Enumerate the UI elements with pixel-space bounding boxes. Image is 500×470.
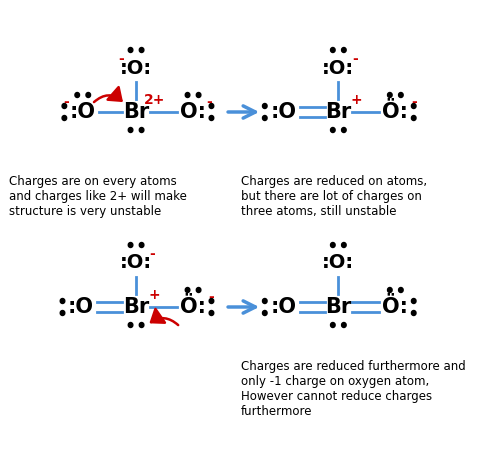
Text: +: + — [351, 93, 362, 107]
Text: -: - — [150, 247, 156, 261]
Circle shape — [330, 47, 335, 53]
Text: -: - — [64, 95, 69, 109]
Text: Charges are on every atoms
and charges like 2+ will make
structure is very unsta: Charges are on every atoms and charges l… — [9, 175, 187, 218]
Text: +: + — [148, 288, 160, 302]
Circle shape — [186, 93, 190, 97]
Circle shape — [262, 116, 267, 120]
Circle shape — [209, 311, 214, 315]
Text: Br: Br — [123, 297, 149, 317]
Circle shape — [128, 127, 133, 133]
Circle shape — [342, 322, 346, 328]
Text: -: - — [206, 95, 212, 109]
Text: :O: :O — [70, 102, 96, 122]
Circle shape — [209, 298, 214, 304]
Circle shape — [342, 127, 346, 133]
Circle shape — [262, 103, 267, 109]
Text: :O:: :O: — [322, 58, 354, 78]
Circle shape — [330, 243, 335, 248]
Circle shape — [140, 322, 144, 328]
Text: -: - — [118, 52, 124, 66]
FancyArrowPatch shape — [151, 309, 178, 325]
Circle shape — [62, 103, 66, 109]
Text: Br: Br — [123, 102, 149, 122]
Text: -: - — [411, 95, 416, 109]
Text: O:: O: — [180, 102, 206, 122]
Circle shape — [196, 288, 201, 292]
Circle shape — [209, 103, 214, 109]
Text: -: - — [352, 52, 358, 66]
Text: Ö:: Ö: — [382, 102, 408, 122]
Circle shape — [412, 103, 416, 109]
Text: :O:: :O: — [322, 253, 354, 273]
Circle shape — [196, 93, 201, 97]
Circle shape — [128, 243, 133, 248]
Circle shape — [86, 93, 90, 97]
Circle shape — [412, 298, 416, 304]
Text: :O:: :O: — [120, 58, 152, 78]
Circle shape — [388, 93, 392, 97]
Circle shape — [330, 322, 335, 328]
Circle shape — [62, 116, 66, 120]
Text: :O: :O — [270, 102, 296, 122]
Circle shape — [128, 322, 133, 328]
Text: Ö:: Ö: — [180, 297, 206, 317]
Text: Ö:: Ö: — [382, 297, 408, 317]
Circle shape — [398, 288, 403, 292]
Circle shape — [330, 127, 335, 133]
Text: Charges are reduced furthermore and
only -1 charge on oxygen atom,
However canno: Charges are reduced furthermore and only… — [241, 360, 466, 418]
Circle shape — [75, 93, 80, 97]
Circle shape — [209, 116, 214, 120]
Text: :O: :O — [270, 297, 296, 317]
Text: Charges are reduced on atoms,
but there are lot of charges on
three atoms, still: Charges are reduced on atoms, but there … — [241, 175, 427, 218]
Text: :O:: :O: — [120, 253, 152, 273]
Circle shape — [412, 311, 416, 315]
Circle shape — [140, 47, 144, 53]
Circle shape — [60, 298, 65, 304]
Circle shape — [128, 47, 133, 53]
Circle shape — [398, 93, 403, 97]
Text: Br: Br — [325, 297, 351, 317]
Text: 2+: 2+ — [144, 93, 165, 107]
Text: Br: Br — [325, 102, 351, 122]
Circle shape — [140, 127, 144, 133]
Circle shape — [140, 243, 144, 248]
Circle shape — [60, 311, 65, 315]
Circle shape — [342, 47, 346, 53]
Circle shape — [412, 116, 416, 120]
Text: :O: :O — [68, 297, 94, 317]
Circle shape — [186, 288, 190, 292]
Circle shape — [262, 298, 267, 304]
FancyArrowPatch shape — [94, 87, 122, 102]
Circle shape — [262, 311, 267, 315]
Text: -: - — [208, 290, 214, 304]
Circle shape — [388, 288, 392, 292]
Circle shape — [342, 243, 346, 248]
